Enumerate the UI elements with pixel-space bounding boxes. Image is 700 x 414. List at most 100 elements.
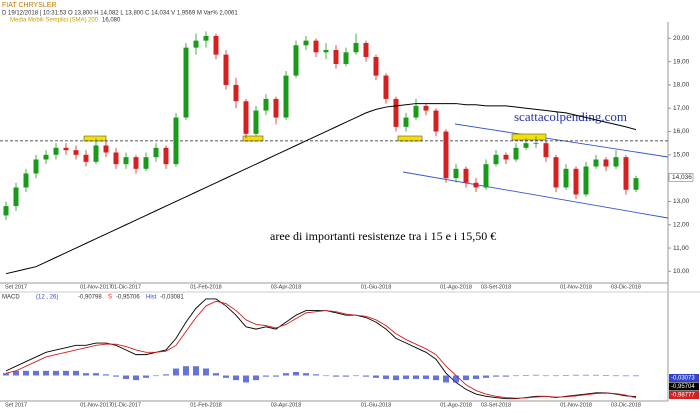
candle-body — [593, 159, 599, 167]
candle-body — [303, 40, 309, 46]
x-tick-label: 01-Giu-2018 — [361, 402, 392, 408]
x-tick-label: 03-Set-2018 — [481, 402, 511, 408]
candle-body — [363, 42, 369, 57]
y-tick-label: 13,00 — [673, 198, 690, 205]
candle-body — [423, 105, 429, 111]
legend-value: 16,080 — [102, 18, 121, 24]
resistance-marker — [83, 135, 107, 142]
hist-bar — [473, 375, 479, 379]
x-tick-label: 01-Ago-2018 — [440, 402, 472, 408]
hist-bar — [93, 373, 99, 376]
candle-body — [103, 145, 109, 153]
last-price-box — [668, 173, 694, 182]
hist-bar — [343, 375, 349, 377]
hist-bar — [3, 373, 9, 376]
candle-body — [563, 168, 569, 188]
candle-body — [263, 98, 269, 111]
candle-body — [193, 40, 199, 48]
candle-body — [453, 168, 459, 179]
x-tick-label: 03-Set-2018 — [481, 284, 511, 290]
hist-bar — [503, 375, 509, 377]
candle-body — [173, 117, 179, 165]
chart-title: FIAT CHRYSLER — [2, 2, 56, 9]
hist-bar — [133, 375, 139, 381]
x-tick-label: 01-Dic-2017 — [111, 402, 141, 408]
x-tick-label: 01-Nov-2017 — [80, 402, 112, 408]
candle-body — [323, 49, 329, 53]
candle-body — [543, 143, 549, 158]
candle-body — [383, 75, 389, 99]
candle-body — [243, 101, 249, 134]
hist-bar — [593, 374, 599, 376]
channel-line — [402, 171, 669, 219]
candle-body — [613, 157, 619, 167]
hist-bar — [633, 375, 639, 377]
candle-body — [503, 154, 509, 160]
hist-bar — [373, 375, 379, 378]
hist-bar — [493, 375, 499, 377]
value-box — [669, 374, 699, 382]
candle-body — [603, 159, 609, 167]
hist-bar — [233, 375, 239, 381]
x-tick-label: Set 2017 — [5, 284, 27, 290]
annotation: aree di importanti resistenze tra i 15 e… — [270, 229, 496, 243]
hist-bar — [73, 370, 79, 376]
candle-body — [143, 157, 149, 169]
candle-body — [223, 54, 229, 85]
hist-bar — [283, 373, 289, 376]
hist-bar — [383, 375, 389, 379]
hist-bar — [163, 374, 169, 376]
y-tick-label: 20,00 — [673, 35, 690, 42]
hist-bar — [403, 375, 409, 379]
legend-label: Media Mobili Semplici (SMA) — [10, 18, 87, 24]
hist-bar — [313, 374, 319, 376]
hist-bar — [43, 370, 49, 376]
candle-body — [113, 152, 119, 165]
hist-bar — [453, 375, 459, 383]
macd-title: MACD — [2, 295, 20, 301]
candle-body — [183, 47, 189, 118]
hist-bar — [543, 375, 549, 377]
hist-bar — [433, 375, 439, 381]
watermark: scattacolpending.com — [514, 109, 627, 124]
hist-bar — [333, 375, 339, 377]
last-price-label: 14,036 — [672, 174, 692, 181]
x-tick-label: 01-Giu-2018 — [361, 284, 392, 290]
x-tick-label: 01-Ago-2018 — [440, 284, 472, 290]
candle-body — [463, 168, 469, 183]
candle-body — [253, 110, 259, 134]
candle-body — [93, 145, 99, 162]
candle-body — [553, 157, 559, 188]
hist-bar — [173, 368, 179, 376]
candle-body — [3, 206, 9, 216]
hist-bar — [83, 373, 89, 376]
y-tick-label: 19,00 — [673, 58, 690, 65]
candle-body — [533, 143, 539, 144]
x-tick-label: 03-Dic-2018 — [611, 402, 641, 408]
x-tick-label: 01-Feb-2018 — [190, 402, 222, 408]
hist-bar — [323, 375, 329, 377]
hist-bar — [413, 375, 419, 379]
candle-body — [213, 35, 219, 55]
candle-body — [403, 117, 409, 127]
hist-bar — [553, 375, 559, 377]
hist-bar — [613, 375, 619, 377]
hist-bar — [463, 375, 469, 381]
hist-bar — [363, 375, 369, 377]
y-tick-label: 16,00 — [673, 128, 690, 135]
hist-bar — [33, 370, 39, 376]
hist-bar — [513, 375, 519, 377]
x-tick-label: 01-Nov-2018 — [560, 402, 592, 408]
candle-body — [233, 84, 239, 102]
candle-body — [353, 42, 359, 53]
hist-bar — [583, 374, 589, 376]
candle-body — [33, 159, 39, 174]
candle-body — [53, 147, 59, 155]
value-box — [669, 391, 699, 399]
hist-bar — [53, 370, 59, 376]
hist-bar — [13, 370, 19, 376]
hist-bar — [393, 375, 399, 381]
candle-body — [293, 45, 299, 76]
